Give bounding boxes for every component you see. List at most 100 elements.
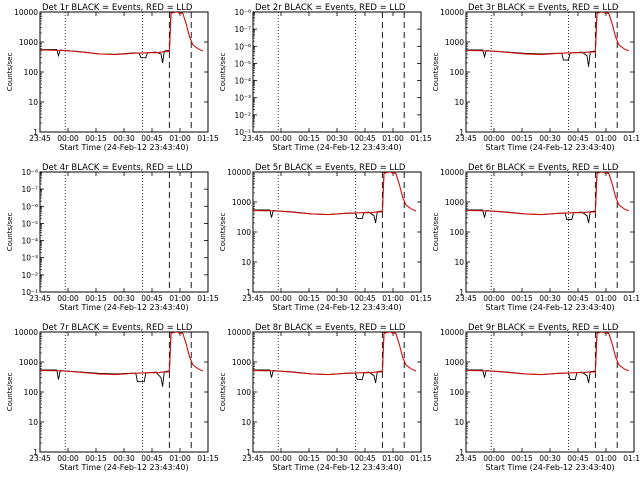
y-axis-label: Counts/sec: [432, 213, 440, 252]
panel-title: Det 1r BLACK = Events, RED = LLD: [42, 3, 193, 13]
events-series-line: [40, 12, 180, 64]
y-axis-label: Counts/sec: [6, 213, 14, 252]
panel-det-4: Det 4r BLACK = Events, RED = LLD 10⁻¹ 10⁻²…: [6, 163, 219, 312]
y-axis-label: Counts/sec: [6, 53, 14, 92]
x-tick-label: 23:45: [29, 454, 51, 463]
lld-series-line: [466, 332, 630, 376]
x-tick-label: 00:15: [85, 454, 107, 463]
x-axis-label: Start Time (24-Feb-12 23:43:40): [272, 463, 401, 472]
x-tick-label: 01:00: [382, 294, 404, 303]
x-tick-label: 00:15: [85, 134, 107, 143]
events-series-line: [40, 332, 180, 387]
panel-title: Det 4r BLACK = Events, RED = LLD: [42, 163, 193, 173]
y-tick-label: 10⁻⁸: [234, 8, 251, 17]
events-series-line: [253, 172, 393, 224]
y-tick-label: 1000: [445, 198, 464, 207]
x-tick-label: 00:00: [270, 294, 292, 303]
y-tick-label: 1000: [19, 38, 38, 47]
x-tick-label: 00:45: [354, 454, 376, 463]
y-tick-label: 1: [33, 448, 38, 457]
x-tick-label: 23:45: [242, 134, 264, 143]
x-tick-label: 01:00: [382, 134, 404, 143]
x-axis-label: Start Time (24-Feb-12 23:43:40): [59, 143, 188, 152]
x-axis-label: Start Time (24-Feb-12 23:43:40): [485, 143, 614, 152]
y-tick-label: 100: [237, 388, 252, 397]
lld-series-line: [40, 12, 204, 56]
x-tick-label: 00:00: [270, 454, 292, 463]
y-tick-label: 10⁻⁶: [21, 202, 38, 211]
y-tick-label: 10⁻⁷: [234, 25, 251, 34]
y-tick-label: 10000: [440, 328, 464, 337]
y-tick-label: 10⁻⁵: [21, 219, 38, 228]
y-tick-label: 1000: [445, 38, 464, 47]
x-tick-label: 23:45: [455, 134, 477, 143]
x-tick-label: 00:30: [539, 454, 561, 463]
x-tick-label: 00:45: [141, 294, 163, 303]
y-tick-label: 10000: [440, 168, 464, 177]
panel-det-8: Det 8r BLACK = Events, RED = LLD 1 10 100 10…: [219, 323, 432, 472]
y-tick-label: 10⁻¹: [21, 288, 38, 297]
panel-title: Det 6r BLACK = Events, RED = LLD: [468, 163, 619, 173]
y-tick-label: 10000: [227, 168, 251, 177]
x-tick-label: 00:00: [483, 294, 505, 303]
y-tick-label: 10⁻⁸: [21, 168, 38, 177]
x-tick-label: 00:45: [567, 454, 589, 463]
x-tick-label: 23:45: [455, 294, 477, 303]
x-tick-label: 00:30: [539, 294, 561, 303]
y-tick-label: 100: [24, 68, 39, 77]
x-tick-label: 01:15: [623, 294, 640, 303]
panel-title: Det 8r BLACK = Events, RED = LLD: [255, 323, 406, 333]
x-tick-label: 01:00: [169, 294, 191, 303]
panel-det-2: Det 2r BLACK = Events, RED = LLD 10⁻¹ 10⁻²…: [219, 3, 432, 152]
x-tick-label: 00:30: [326, 294, 348, 303]
y-tick-label: 100: [237, 228, 252, 237]
x-tick-label: 00:15: [85, 294, 107, 303]
y-tick-label: 1: [459, 288, 464, 297]
y-axis-label: Counts/sec: [432, 373, 440, 412]
y-tick-label: 10000: [14, 328, 38, 337]
x-tick-label: 00:15: [298, 294, 320, 303]
x-tick-label: 01:15: [623, 454, 640, 463]
y-tick-label: 10⁻⁴: [234, 77, 251, 86]
panel-det-6: Det 6r BLACK = Events, RED = LLD 1 10 100 10…: [432, 163, 640, 312]
x-axis-label: Start Time (24-Feb-12 23:43:40): [272, 143, 401, 152]
x-tick-label: 01:00: [382, 454, 404, 463]
y-tick-label: 1000: [232, 198, 251, 207]
x-tick-label: 00:30: [539, 134, 561, 143]
x-tick-label: 00:30: [326, 454, 348, 463]
x-tick-label: 23:45: [29, 134, 51, 143]
x-tick-label: 23:45: [242, 454, 264, 463]
lld-series-line: [253, 332, 417, 376]
x-tick-label: 23:45: [455, 454, 477, 463]
x-tick-label: 01:15: [410, 454, 432, 463]
y-tick-label: 10⁻⁵: [234, 59, 251, 68]
events-series-line: [253, 332, 393, 384]
y-tick-label: 1000: [232, 358, 251, 367]
x-axis-label: Start Time (24-Feb-12 23:43:40): [59, 463, 188, 472]
y-tick-label: 10: [454, 258, 464, 267]
y-tick-label: 1000: [445, 358, 464, 367]
y-tick-label: 10⁻¹: [234, 128, 251, 137]
panel-title: Det 5r BLACK = Events, RED = LLD: [255, 163, 406, 173]
lld-series-line: [466, 12, 630, 56]
y-tick-label: 1000: [19, 358, 38, 367]
y-axis-label: Counts/sec: [432, 53, 440, 92]
panel-title: Det 7r BLACK = Events, RED = LLD: [42, 323, 193, 333]
x-tick-label: 01:00: [595, 294, 617, 303]
y-tick-label: 1: [459, 128, 464, 137]
x-tick-label: 00:30: [326, 134, 348, 143]
x-tick-label: 00:45: [567, 294, 589, 303]
y-tick-label: 10: [454, 98, 464, 107]
y-tick-label: 1: [246, 448, 251, 457]
x-tick-label: 00:15: [298, 454, 320, 463]
x-tick-label: 01:15: [197, 134, 219, 143]
x-tick-label: 00:00: [57, 134, 79, 143]
panel-det-3: Det 3r BLACK = Events, RED = LLD 1 10 100 10…: [432, 3, 640, 152]
x-tick-label: 01:15: [197, 294, 219, 303]
x-tick-label: 00:45: [354, 134, 376, 143]
y-tick-label: 10⁻⁴: [21, 237, 38, 246]
x-axis-label: Start Time (24-Feb-12 23:43:40): [485, 303, 614, 312]
x-tick-label: 01:15: [197, 454, 219, 463]
panel-title: Det 3r BLACK = Events, RED = LLD: [468, 3, 619, 13]
